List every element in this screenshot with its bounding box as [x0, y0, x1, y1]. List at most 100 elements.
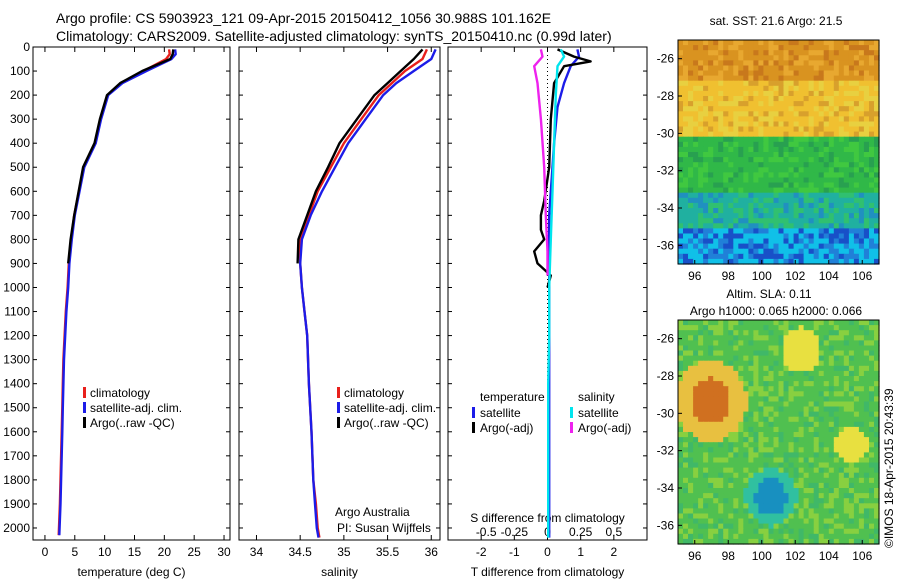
map-cell [808, 513, 815, 520]
map-cell [713, 213, 719, 219]
y-tick-label: -30 [657, 126, 675, 140]
map-cell [843, 528, 850, 535]
map-cell [818, 355, 825, 362]
map-cell [728, 253, 734, 260]
map-cell [728, 248, 734, 255]
map-cell [683, 213, 689, 219]
map-cell [688, 258, 694, 265]
map-cell [853, 187, 860, 194]
map-cell [828, 437, 835, 443]
map-cell [858, 538, 865, 545]
map-cell [788, 136, 795, 143]
map-cell [874, 136, 880, 143]
map-cell [798, 528, 805, 535]
map-cell [818, 523, 825, 530]
map-cell [874, 192, 880, 199]
map-cell [753, 146, 759, 153]
map-cell [788, 462, 795, 469]
map-cell [853, 508, 860, 515]
map-cell [793, 136, 800, 143]
map-cell [858, 126, 865, 133]
map-cell [743, 350, 749, 357]
s-tick-label: 0.5 [605, 525, 622, 539]
map-cell [688, 360, 694, 367]
map-cell [778, 426, 785, 433]
map-cell [858, 376, 865, 382]
map-cell [863, 177, 870, 184]
map-cell [708, 192, 714, 199]
map-cell [753, 467, 759, 474]
map-cell [688, 60, 694, 67]
map-cell [683, 335, 689, 341]
map-cell [738, 131, 744, 138]
map-cell [788, 228, 795, 235]
map-cell [858, 477, 865, 484]
map-cell [833, 146, 840, 153]
map-cell [838, 40, 845, 46]
map-cell [738, 202, 744, 209]
map-cell [693, 208, 699, 214]
map-cell [743, 202, 749, 209]
map-cell [828, 253, 835, 260]
map-cell [708, 432, 714, 438]
map-cell [728, 213, 734, 219]
map-cell [738, 355, 744, 362]
map-cell [708, 202, 714, 209]
map-cell [738, 528, 744, 535]
map-cell [853, 513, 860, 520]
map-cell [703, 45, 709, 51]
map-cell [678, 116, 684, 123]
map-cell [733, 258, 739, 265]
map-cell [683, 381, 689, 387]
map-cell [833, 141, 840, 148]
map-cell [838, 101, 845, 107]
map-cell [803, 482, 810, 489]
map-cell [743, 243, 749, 250]
map-cell [843, 482, 850, 489]
map-cell [693, 538, 699, 545]
map-cell [698, 208, 704, 214]
map-cell [683, 208, 689, 214]
map-cell [748, 40, 754, 46]
map-cell [808, 325, 815, 331]
map-cell [698, 106, 704, 112]
map-cell [733, 376, 739, 382]
map-cell [768, 223, 775, 229]
map-cell [723, 513, 729, 520]
map-cell [758, 528, 764, 535]
map-cell [869, 40, 875, 46]
map-cell [803, 538, 810, 545]
map-cell [793, 223, 800, 229]
map-cell [703, 131, 709, 138]
map-cell [808, 376, 815, 382]
map-cell [853, 75, 860, 82]
map-cell [874, 401, 880, 408]
map-cell [748, 406, 754, 413]
map-cell [758, 253, 764, 260]
map-cell [678, 493, 684, 499]
map-cell [703, 335, 709, 341]
map-cell [838, 187, 845, 194]
map-cell [703, 85, 709, 92]
map-cell [843, 457, 850, 464]
map-cell [874, 523, 880, 530]
map-cell [803, 503, 810, 509]
map-cell [698, 96, 704, 102]
map-cell [723, 85, 729, 92]
map-cell [713, 177, 719, 184]
map-cell [869, 80, 875, 87]
map-cell [688, 116, 694, 123]
map-cell [678, 320, 684, 326]
map-cell [853, 442, 860, 448]
map-cell [763, 106, 769, 112]
map-cell [858, 452, 865, 459]
map-cell [743, 157, 749, 163]
map-cell [693, 482, 699, 489]
map-cell [863, 406, 870, 413]
map-cell [773, 177, 780, 184]
map-cell [733, 187, 739, 194]
map-cell [688, 141, 694, 148]
map-cell [688, 136, 694, 143]
map-cell [813, 523, 820, 530]
map-cell [698, 218, 704, 224]
